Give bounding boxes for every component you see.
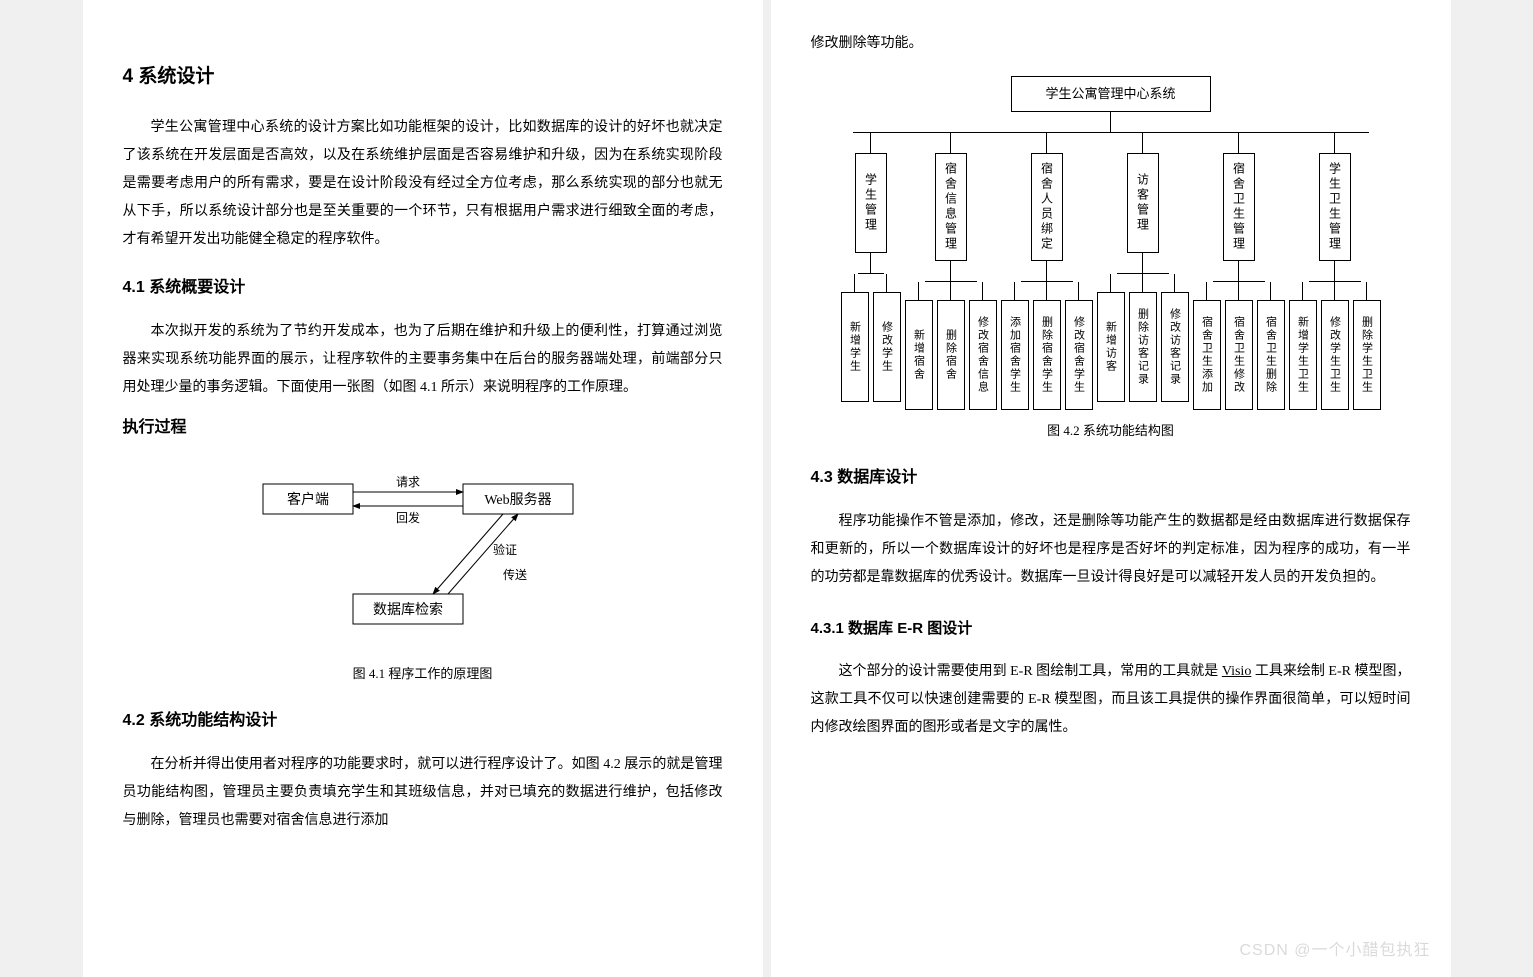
heading-4-2: 4.2 系统功能结构设计 — [123, 705, 723, 737]
edge-send: 传送 — [503, 567, 527, 582]
org-leaf: 修改访客记录 — [1161, 292, 1189, 402]
figure-4-1-svg: 客户端 Web服务器 数据库检索 请求 回发 验证 传送 — [223, 444, 623, 644]
org-branch-label: 学生卫生管理 — [1319, 153, 1351, 261]
org-branch: 宿舍信息管理新增宿舍删除宿舍修改宿舍信息 — [905, 133, 997, 410]
figure-4-1-title: 执行过程 — [123, 412, 723, 444]
figure-4-1-caption: 图 4.1 程序工作的原理图 — [123, 661, 723, 687]
heading-4-3-1: 4.3.1 数据库 E-R 图设计 — [811, 614, 1411, 644]
org-root: 学生公寓管理中心系统 — [1011, 76, 1211, 112]
org-leaf: 宿舍卫生删除 — [1257, 300, 1285, 410]
org-leaf: 修改宿舍学生 — [1065, 300, 1093, 410]
org-leaf: 删除访客记录 — [1129, 292, 1157, 402]
para-4-1: 本次拟开发的系统为了节约开发成本，也为了后期在维护和升级上的便利性，打算通过浏览… — [123, 318, 723, 402]
edge-verify: 验证 — [493, 542, 517, 557]
para-top-continue: 修改删除等功能。 — [811, 30, 1411, 58]
page-right: 修改删除等功能。 学生公寓管理中心系统 学生管理新增学生修改学生宿舍信息管理新增… — [771, 0, 1451, 977]
heading-4-3: 4.3 数据库设计 — [811, 462, 1411, 494]
org-leaf: 删除学生卫生 — [1353, 300, 1381, 410]
org-branch: 宿舍人员绑定添加宿舍学生删除宿舍学生修改宿舍学生 — [1001, 133, 1093, 410]
figure-4-2-caption: 图 4.2 系统功能结构图 — [811, 418, 1411, 444]
heading-4: 4 系统设计 — [123, 58, 723, 96]
org-leaf: 宿舍卫生添加 — [1193, 300, 1221, 410]
org-branch: 宿舍卫生管理宿舍卫生添加宿舍卫生修改宿舍卫生删除 — [1193, 133, 1285, 410]
org-leaf: 删除宿舍学生 — [1033, 300, 1061, 410]
org-leaf: 新增宿舍 — [905, 300, 933, 410]
node-webserver: Web服务器 — [484, 492, 551, 508]
para-4-intro: 学生公寓管理中心系统的设计方案比如功能框架的设计，比如数据库的设计的好坏也就决定… — [123, 114, 723, 254]
org-leaf: 修改学生 — [873, 292, 901, 402]
org-branch-label: 访客管理 — [1127, 153, 1159, 253]
org-leaf: 新增学生卫生 — [1289, 300, 1317, 410]
org-leaf: 新增学生 — [841, 292, 869, 402]
org-branch-label: 宿舍卫生管理 — [1223, 153, 1255, 261]
org-branch-label: 宿舍人员绑定 — [1031, 153, 1063, 261]
org-branch: 访客管理新增访客删除访客记录修改访客记录 — [1097, 133, 1189, 410]
org-leaf: 删除宿舍 — [937, 300, 965, 410]
edge-request: 请求 — [395, 475, 419, 489]
node-db: 数据库检索 — [373, 601, 443, 618]
para-4-3-1: 这个部分的设计需要使用到 E-R 图绘制工具，常用的工具就是 Visio 工具来… — [811, 658, 1411, 742]
org-leaf: 新增访客 — [1097, 292, 1125, 402]
figure-4-2: 学生公寓管理中心系统 学生管理新增学生修改学生宿舍信息管理新增宿舍删除宿舍修改宿… — [831, 76, 1391, 410]
figure-4-1: 执行过程 客户端 Web服务器 数据库检索 请求 回发 验证 — [123, 412, 723, 687]
org-leaf: 宿舍卫生修改 — [1225, 300, 1253, 410]
org-branch: 学生卫生管理新增学生卫生修改学生卫生删除学生卫生 — [1289, 133, 1381, 410]
org-branch-label: 宿舍信息管理 — [935, 153, 967, 261]
para-4-3: 程序功能操作不管是添加，修改，还是删除等功能产生的数据都是经由数据库进行数据保存… — [811, 508, 1411, 592]
org-leaf: 修改学生卫生 — [1321, 300, 1349, 410]
org-leaf: 添加宿舍学生 — [1001, 300, 1029, 410]
node-client: 客户端 — [287, 491, 329, 508]
para-4-2: 在分析并得出使用者对程序的功能要求时，就可以进行程序设计了。如图 4.2 展示的… — [123, 751, 723, 835]
edge-response: 回发 — [395, 510, 419, 525]
watermark: CSDN @一个小醋包执狂 — [1239, 935, 1430, 967]
visio-link: Visio — [1222, 664, 1252, 679]
org-branch: 学生管理新增学生修改学生 — [841, 133, 901, 410]
org-branch-label: 学生管理 — [855, 153, 887, 253]
heading-4-1: 4.1 系统概要设计 — [123, 272, 723, 304]
org-leaf: 修改宿舍信息 — [969, 300, 997, 410]
page-left: 4 系统设计 学生公寓管理中心系统的设计方案比如功能框架的设计，比如数据库的设计… — [83, 0, 763, 977]
